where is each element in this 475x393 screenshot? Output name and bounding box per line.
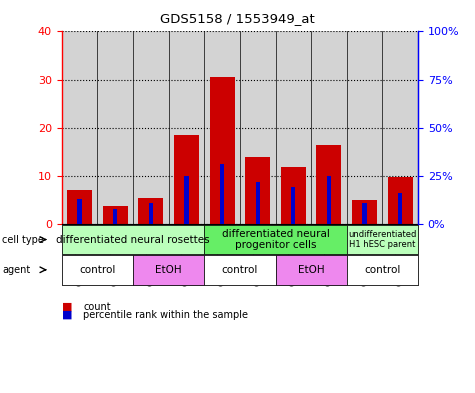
Bar bbox=[204, 31, 240, 224]
Bar bbox=[77, 199, 82, 224]
Text: ■: ■ bbox=[62, 302, 72, 312]
Bar bbox=[281, 167, 306, 224]
Bar bbox=[97, 31, 133, 224]
Bar bbox=[240, 31, 276, 224]
Bar bbox=[113, 209, 117, 224]
Bar bbox=[169, 31, 204, 224]
Text: count: count bbox=[83, 302, 111, 312]
Bar bbox=[256, 182, 260, 224]
Bar bbox=[67, 190, 92, 224]
Bar bbox=[398, 193, 402, 224]
Text: EtOH: EtOH bbox=[298, 265, 324, 275]
Bar bbox=[362, 203, 367, 224]
Text: ■: ■ bbox=[62, 310, 72, 320]
Bar bbox=[245, 156, 270, 224]
Bar bbox=[276, 31, 311, 224]
Bar bbox=[138, 198, 163, 224]
Bar bbox=[347, 31, 382, 224]
Text: differentiated neural rosettes: differentiated neural rosettes bbox=[56, 235, 210, 244]
Text: undifferentiated
H1 hESC parent: undifferentiated H1 hESC parent bbox=[348, 230, 417, 249]
Bar bbox=[174, 135, 199, 224]
Text: agent: agent bbox=[2, 265, 30, 275]
Bar bbox=[62, 31, 97, 224]
Text: GDS5158 / 1553949_at: GDS5158 / 1553949_at bbox=[160, 12, 315, 25]
Bar bbox=[316, 145, 342, 224]
Text: control: control bbox=[79, 265, 115, 275]
Bar bbox=[382, 31, 418, 224]
Bar bbox=[209, 77, 235, 224]
Text: control: control bbox=[222, 265, 258, 275]
Bar bbox=[149, 203, 153, 224]
Bar bbox=[352, 200, 377, 224]
Bar bbox=[220, 164, 224, 224]
Text: percentile rank within the sample: percentile rank within the sample bbox=[83, 310, 248, 320]
Bar bbox=[103, 206, 128, 224]
Bar bbox=[311, 31, 347, 224]
Bar bbox=[184, 176, 189, 224]
Text: differentiated neural
progenitor cells: differentiated neural progenitor cells bbox=[221, 229, 330, 250]
Bar bbox=[327, 176, 331, 224]
Bar bbox=[291, 187, 295, 224]
Bar bbox=[388, 177, 413, 224]
Text: cell type: cell type bbox=[2, 235, 44, 244]
Text: control: control bbox=[364, 265, 400, 275]
Bar bbox=[133, 31, 169, 224]
Text: EtOH: EtOH bbox=[155, 265, 182, 275]
